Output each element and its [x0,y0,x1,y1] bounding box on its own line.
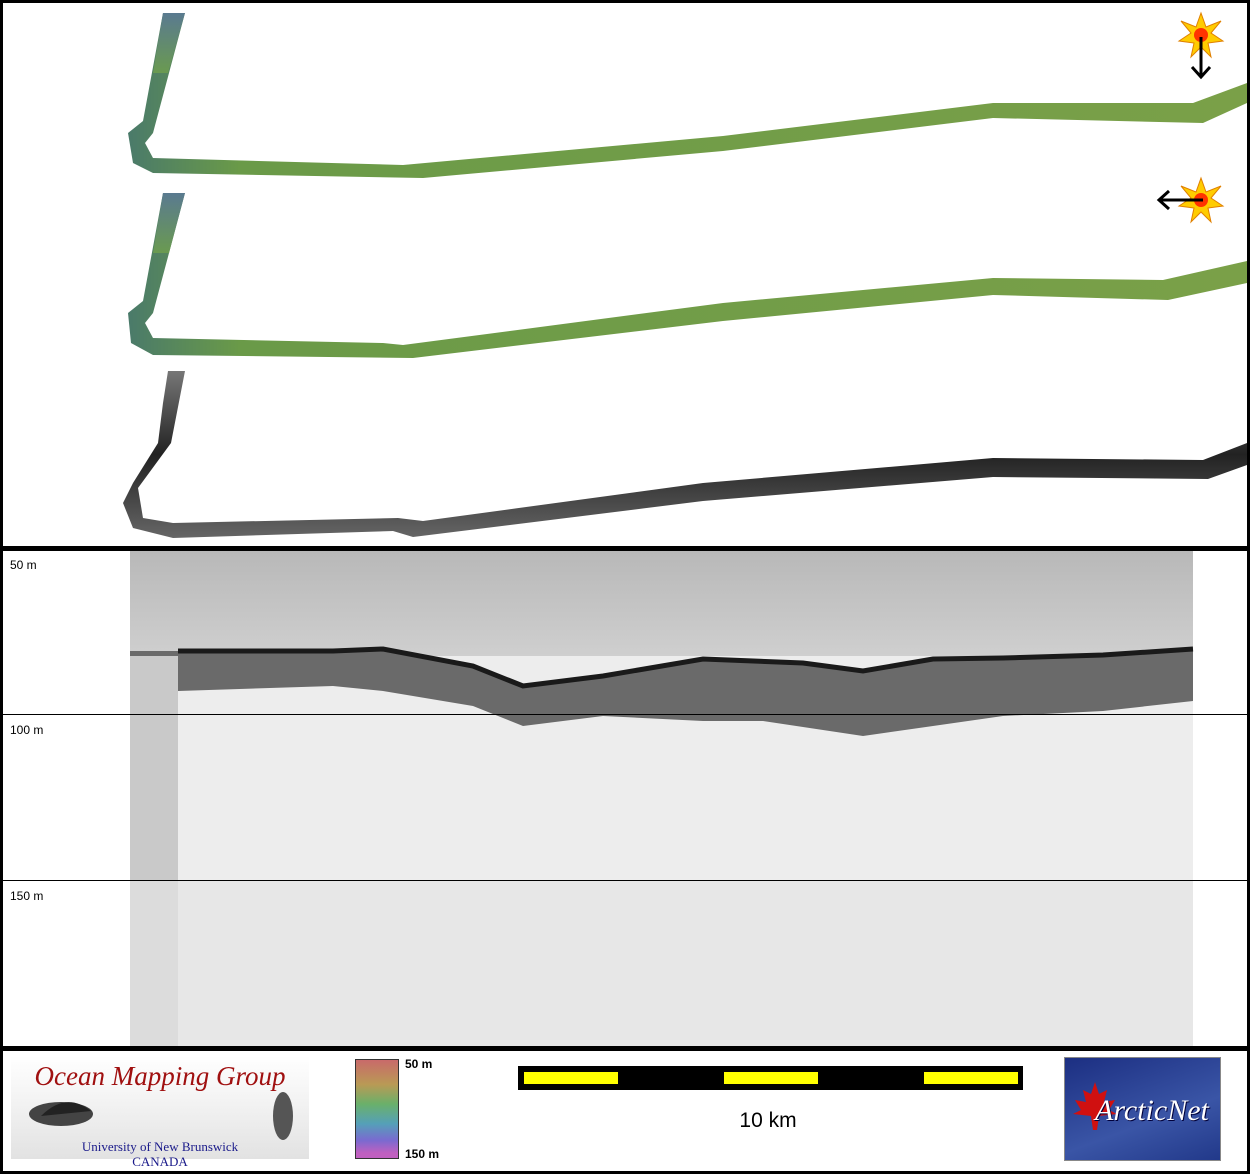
arcticnet-logo: ArcticNet [1064,1057,1221,1161]
maple-leaf-icon [1073,1082,1117,1130]
map-panel [3,3,1247,546]
sun-arrow-left-icon [1156,176,1225,224]
sun-arrow-down-icon [1177,11,1225,80]
depth-label-150: 150 m [10,889,44,903]
logo-title: Ocean Mapping Group [34,1061,286,1091]
scale-segment [524,1072,618,1084]
logo-university: University of New Brunswick CANADA [11,1139,309,1169]
logo-country-line: CANADA [132,1154,188,1169]
depth-gridline-150 [3,880,1247,881]
depth-label-50: 50 m [10,558,37,572]
logo-university-line: University of New Brunswick [81,1139,239,1154]
scale-segment [924,1072,1018,1084]
swath-backscatter [123,371,1247,538]
arcticnet-wordmark: ArcticNet [1095,1094,1209,1127]
swath-middle [128,193,1247,358]
colorbar-top-label: 50 m [405,1057,433,1071]
depth-label-100: 100 m [10,723,44,737]
subbottom-profile-panel: 50 m 100 m 150 m [3,551,1247,1046]
swath-upper [128,13,1247,178]
depth-colorbar [355,1059,399,1159]
survey-vessel-icon [29,1092,293,1140]
ocean-mapping-group-logo: Ocean Mapping Group University of New Br… [11,1056,309,1169]
footer-panel: Ocean Mapping Group University of New Br… [3,1051,1247,1171]
scale-segment [724,1072,818,1084]
swath-map [123,11,1247,538]
scale-bar [518,1066,1023,1090]
colorbar-bottom-label: 150 m [405,1147,440,1161]
profile-image [130,551,1194,1046]
scale-label: 10 km [739,1109,797,1132]
depth-gridline-100 [3,714,1247,715]
